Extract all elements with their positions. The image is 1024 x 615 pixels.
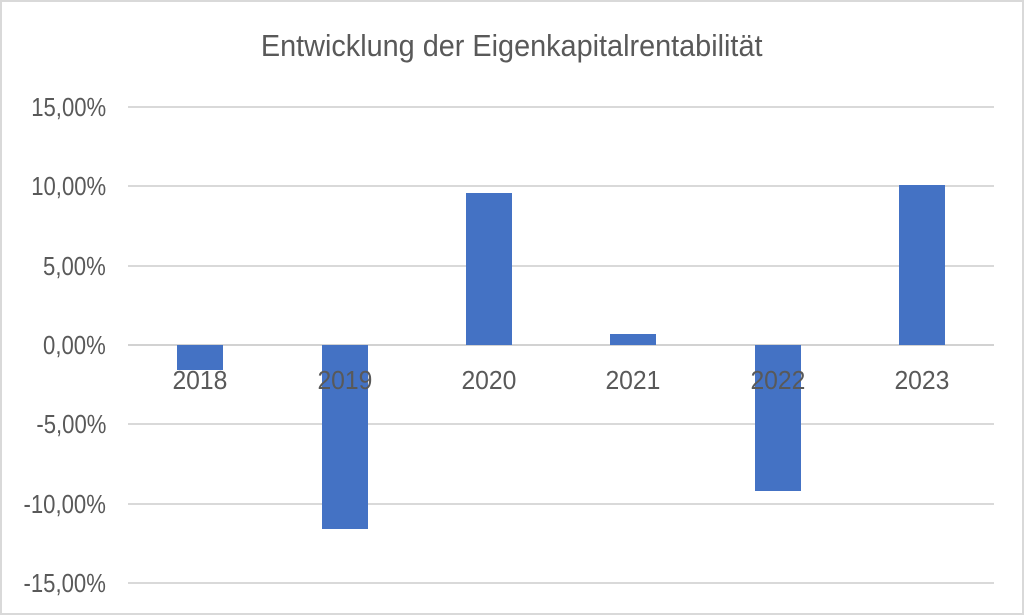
x-tick-label-text: 2018 [172, 365, 228, 395]
gridline [128, 106, 994, 108]
bar-2018 [177, 345, 224, 371]
bar-2022 [754, 345, 801, 491]
gridline [128, 264, 994, 267]
y-tick-label: -15,00% [2, 570, 106, 596]
y-tick-label: -10,00% [2, 491, 106, 517]
gridline [128, 344, 994, 346]
chart-title: Entwicklung der Eigenkapitalrentabilität [2, 28, 1022, 64]
gridline [128, 502, 994, 505]
bar-2020 [465, 192, 512, 345]
y-tick-label-text: -5,00% [35, 409, 106, 440]
x-tick-label: 2023 [842, 367, 1002, 393]
bar-2023 [898, 184, 945, 345]
x-tick-label-text: 2023 [894, 365, 950, 395]
bar-2019 [321, 345, 368, 530]
bar-2021 [610, 333, 657, 345]
x-tick-label: 2018 [120, 367, 280, 393]
x-tick-label-text: 2019 [317, 365, 372, 395]
y-tick-label-text: 0,00% [43, 330, 106, 360]
x-tick-label-text: 2022 [750, 365, 805, 395]
y-tick-label: -5,00% [2, 411, 106, 437]
y-tick-label-text: 10,00% [31, 171, 106, 202]
x-tick-label: 2022 [698, 367, 858, 393]
y-tick-label-text: 15,00% [31, 92, 106, 122]
x-tick-label-text: 2021 [605, 365, 661, 395]
y-tick-label-text: -10,00% [23, 488, 106, 519]
y-tick-label: 0,00% [2, 332, 106, 358]
x-tick-label: 2021 [553, 367, 713, 393]
y-tick-label-text: 5,00% [43, 250, 106, 281]
x-tick-label: 2020 [409, 367, 569, 393]
gridline [128, 423, 994, 426]
x-tick-label-text: 2020 [461, 365, 517, 395]
y-tick-label: 5,00% [2, 253, 106, 279]
gridline [128, 185, 994, 188]
y-tick-label-text: -15,00% [23, 568, 106, 598]
gridline [128, 582, 994, 584]
plot-area: 2018 2019 2020 2021 2022 2023 [128, 106, 994, 584]
y-tick-label: 15,00% [2, 94, 106, 120]
chart-title-text: Entwicklung der Eigenkapitalrentabilität [261, 28, 763, 63]
x-tick-label: 2019 [265, 367, 425, 393]
y-tick-label: 10,00% [2, 173, 106, 199]
